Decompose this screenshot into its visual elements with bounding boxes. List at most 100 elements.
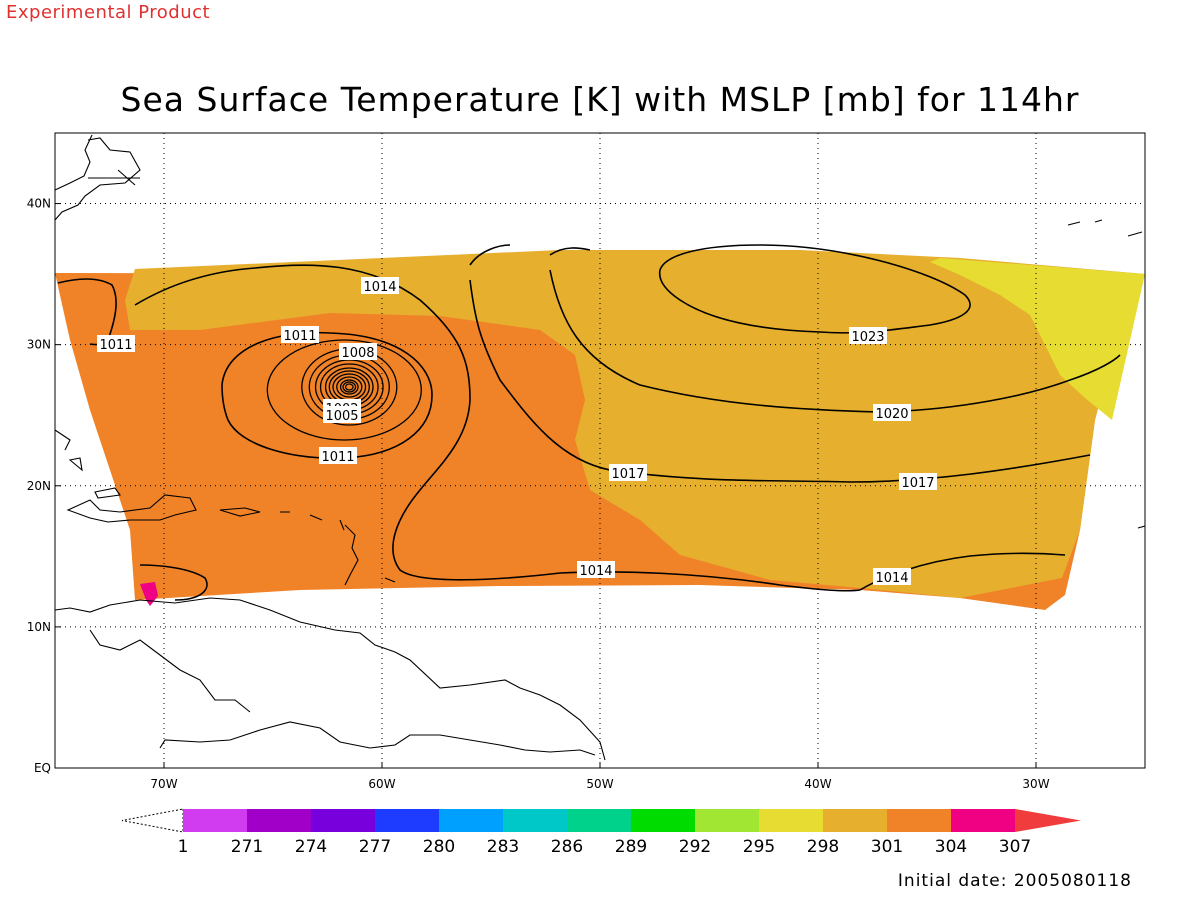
y-tick-label: 20N <box>27 479 51 493</box>
sst-field <box>55 250 1145 610</box>
isobar-1020 <box>549 247 1121 413</box>
contour-label-text: 1011 <box>283 329 316 344</box>
colorbar-segment <box>567 809 631 832</box>
isobar-inner-ring <box>342 381 357 393</box>
contour-label-1005: 1005 <box>323 406 361 424</box>
great-lakes-border <box>88 169 140 186</box>
colorbar-segment <box>503 809 567 832</box>
contour-label-1017: 1017 <box>609 464 647 482</box>
gridlines <box>55 133 1145 768</box>
colorbar-segment <box>887 809 951 832</box>
contour-label-box <box>319 447 357 464</box>
x-tick-label: 30W <box>1022 777 1049 791</box>
colorbar-label: 280 <box>423 837 455 857</box>
colorbar-segment <box>247 809 311 832</box>
colorbar-label: 307 <box>999 837 1031 857</box>
colorbar-left-arrow <box>121 808 184 833</box>
contour-label-box <box>873 568 911 585</box>
x-tick-label: 70W <box>150 777 177 791</box>
x-tick-label: 40W <box>804 777 831 791</box>
y-tick-label: 30N <box>27 338 51 352</box>
contour-label-text: 1014 <box>579 564 612 579</box>
y-tick-label: EQ <box>34 761 51 775</box>
colorbar: 1 271 274 277 280 283 286 289 292 295 298 301 304 307 <box>121 808 1081 857</box>
contour-label-box <box>577 561 615 578</box>
contour-label-1011: 1011 <box>281 326 319 344</box>
isobar-1014-sw <box>139 564 208 601</box>
y-tick-label: 40N <box>27 197 51 211</box>
contour-label-text: 1020 <box>875 407 908 422</box>
colorbar-label: 292 <box>679 837 711 857</box>
colorbar-label: 274 <box>295 837 327 857</box>
contour-label-1014: 1014 <box>577 561 615 579</box>
contour-label-1020: 1020 <box>873 404 911 422</box>
contour-label-1017: 1017 <box>899 473 937 491</box>
colorbar-label: 286 <box>551 837 583 857</box>
axis-ticks: 70W 60W 50W 40W 30W EQ 10N 20N 30N 40N <box>27 197 1050 791</box>
isobar-1014 <box>134 264 861 592</box>
contour-label-text: 1011 <box>321 450 354 465</box>
colorbar-segment <box>695 809 759 832</box>
chart-title: Sea Surface Temperature [K] with MSLP [m… <box>120 80 1080 119</box>
contour-labels: 1014101110111008100210051011102310201017… <box>97 277 937 586</box>
contour-label-box <box>849 327 887 344</box>
colorbar-label: 283 <box>487 837 519 857</box>
colorbar-segment <box>375 809 439 832</box>
contour-label-box <box>323 406 361 423</box>
sst-band-298 <box>930 258 1145 420</box>
contour-label-box <box>339 343 377 360</box>
contour-label-1014: 1014 <box>361 277 399 295</box>
caribbean-islands <box>54 429 396 586</box>
contour-label-box <box>281 326 319 343</box>
colorbar-label: 289 <box>615 837 647 857</box>
coastlines <box>54 134 1146 761</box>
contour-label-box <box>899 473 937 490</box>
colorbar-label: 271 <box>231 837 263 857</box>
colorbar-label: 277 <box>359 837 391 857</box>
isobar-inner-ring <box>344 383 354 391</box>
y-tick-label: 10N <box>27 620 51 634</box>
colorbar-segment <box>951 809 1015 832</box>
sst-band-301 <box>125 250 1145 598</box>
colorbar-label: 1 <box>178 837 189 857</box>
x-tick-label: 60W <box>368 777 395 791</box>
contour-label-box <box>873 404 911 421</box>
isobar-inner-ring <box>339 379 359 395</box>
colorbar-label: 298 <box>807 837 839 857</box>
south-america-coast <box>54 597 606 761</box>
isobar-1008-ring <box>266 339 422 441</box>
contour-label-text: 1008 <box>341 346 374 361</box>
colorbar-label: 301 <box>871 837 903 857</box>
isobar-1023 <box>658 244 971 334</box>
contour-label-text: 1017 <box>611 467 644 482</box>
contour-label-text: 1017 <box>901 476 934 491</box>
isobar-inner-ring <box>336 376 363 398</box>
contour-label-1023: 1023 <box>849 327 887 345</box>
contour-label-1008: 1008 <box>339 343 377 361</box>
x-tick-label: 50W <box>586 777 613 791</box>
colorbar-label: 304 <box>935 837 967 857</box>
contour-label-1014: 1014 <box>873 568 911 586</box>
isobar-1017 <box>469 244 1091 483</box>
initial-date: Initial date: 2005080118 <box>897 871 1132 891</box>
colorbar-segment <box>439 809 503 832</box>
colorbar-segment <box>631 809 695 832</box>
sst-patch-307 <box>140 582 158 606</box>
contour-label-text: 1005 <box>325 409 358 424</box>
contour-label-box <box>97 335 135 352</box>
contour-label-1011: 1011 <box>97 335 135 353</box>
contour-label-1011: 1011 <box>319 447 357 465</box>
colorbar-right-arrow <box>1015 809 1081 832</box>
contour-label-box <box>361 277 399 294</box>
north-america-coast <box>54 134 141 221</box>
experimental-product-watermark: Experimental Product <box>6 2 211 23</box>
colorbar-label: 295 <box>743 837 775 857</box>
contour-label-text: 1014 <box>875 571 908 586</box>
contour-label-box <box>609 464 647 481</box>
atlantic-islands <box>1067 219 1146 529</box>
colorbar-segment <box>183 809 247 832</box>
colorbar-segment <box>759 809 823 832</box>
contour-label-text: 1023 <box>851 330 884 345</box>
colorbar-segment <box>311 809 375 832</box>
